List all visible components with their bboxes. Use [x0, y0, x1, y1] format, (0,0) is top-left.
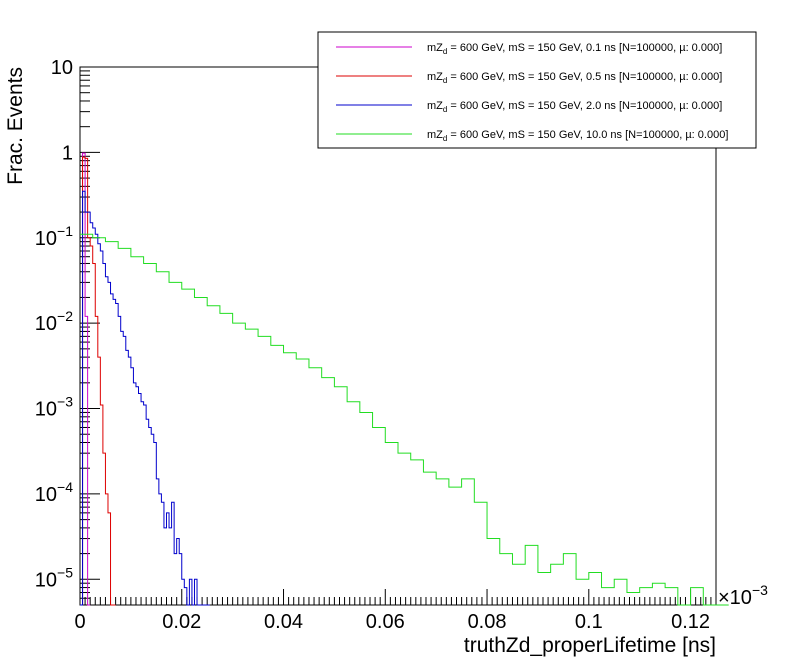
y-tick-label: 1 — [62, 142, 73, 164]
x-tick-label: 0 — [74, 611, 85, 633]
y-tick-label-base: 10 — [35, 313, 57, 335]
x-multiplier-base: ×10 — [718, 587, 752, 609]
y-tick-label: 10−5 — [35, 564, 73, 591]
legend-box — [317, 31, 757, 149]
series-line — [80, 190, 210, 606]
legend-label-main: mZ — [427, 71, 443, 83]
legend-label-main: mZ — [427, 129, 443, 141]
legend-label: mZd = 600 GeV, mS = 150 GeV, 0.1 ns [N=1… — [427, 42, 722, 56]
y-tick-label-base: 10 — [35, 228, 57, 250]
x-multiplier: ×10−3 — [718, 582, 768, 609]
y-tick-label-base: 1 — [62, 142, 73, 164]
x-tick-label: 0.1 — [575, 611, 603, 633]
x-tick-label: 0.12 — [671, 611, 710, 633]
y-tick-label-base: 10 — [35, 484, 57, 506]
y-tick-label-base: 10 — [35, 399, 57, 421]
legend-label: mZd = 600 GeV, mS = 150 GeV, 0.5 ns [N=1… — [427, 71, 722, 85]
legend-label-subscript: d — [443, 76, 447, 85]
x-tick-label: 0.06 — [366, 611, 405, 633]
y-tick-label-exponent: −3 — [57, 394, 73, 410]
legend-label: mZd = 600 GeV, mS = 150 GeV, 2.0 ns [N=1… — [427, 100, 722, 114]
legend-label-subscript: d — [443, 134, 447, 143]
legend-entries: mZd = 600 GeV, mS = 150 GeV, 0.1 ns [N=1… — [336, 42, 728, 143]
y-tick-label: 10−3 — [35, 394, 73, 421]
y-tick-label-base: 10 — [35, 569, 57, 591]
y-axis-title: Frac. Events — [4, 67, 27, 185]
y-tick-label: 10−4 — [35, 479, 73, 506]
legend-label-subscript: d — [443, 105, 447, 114]
x-multiplier-exponent: −3 — [752, 582, 768, 598]
legend-label-main: mZ — [427, 100, 443, 112]
legend-label-rest: = 600 GeV, mS = 150 GeV, 10.0 ns [N=1000… — [447, 129, 728, 141]
legend-label-rest: = 600 GeV, mS = 150 GeV, 0.1 ns [N=10000… — [447, 42, 722, 54]
legend-label: mZd = 600 GeV, mS = 150 GeV, 10.0 ns [N=… — [427, 129, 728, 143]
x-axis-title: truthZd_properLifetime [ns] — [464, 634, 716, 657]
x-tick-label: 0.08 — [468, 611, 507, 633]
legend-label-rest: = 600 GeV, mS = 150 GeV, 0.5 ns [N=10000… — [447, 71, 722, 83]
y-tick-label: 10−1 — [35, 223, 73, 250]
y-tick-label-exponent: −5 — [57, 564, 73, 580]
x-tick-label: 0.02 — [162, 611, 201, 633]
axis-labels: 0 0.02 0.04 0.06 0.08 0.1 0.1210−510−410−310−2… — [35, 57, 710, 633]
legend-label-main: mZ — [427, 42, 443, 54]
y-tick-label-exponent: −4 — [57, 479, 73, 495]
series-line — [80, 156, 116, 606]
series-layer — [80, 152, 729, 606]
x-tick-label: 0.04 — [264, 611, 303, 633]
y-tick-label: 10−2 — [35, 308, 73, 335]
y-tick-label-exponent: −1 — [57, 223, 73, 239]
y-tick-label-base: 10 — [51, 57, 73, 79]
series-line — [80, 233, 729, 606]
legend-label-rest: = 600 GeV, mS = 150 GeV, 2.0 ns [N=10000… — [447, 100, 722, 112]
y-tick-label-exponent: −2 — [57, 308, 73, 324]
legend-label-subscript: d — [443, 47, 447, 56]
y-tick-label: 10 — [51, 57, 73, 79]
legend: mZd = 600 GeV, mS = 150 GeV, 0.1 ns [N=1… — [317, 31, 757, 149]
series-line — [80, 152, 91, 606]
